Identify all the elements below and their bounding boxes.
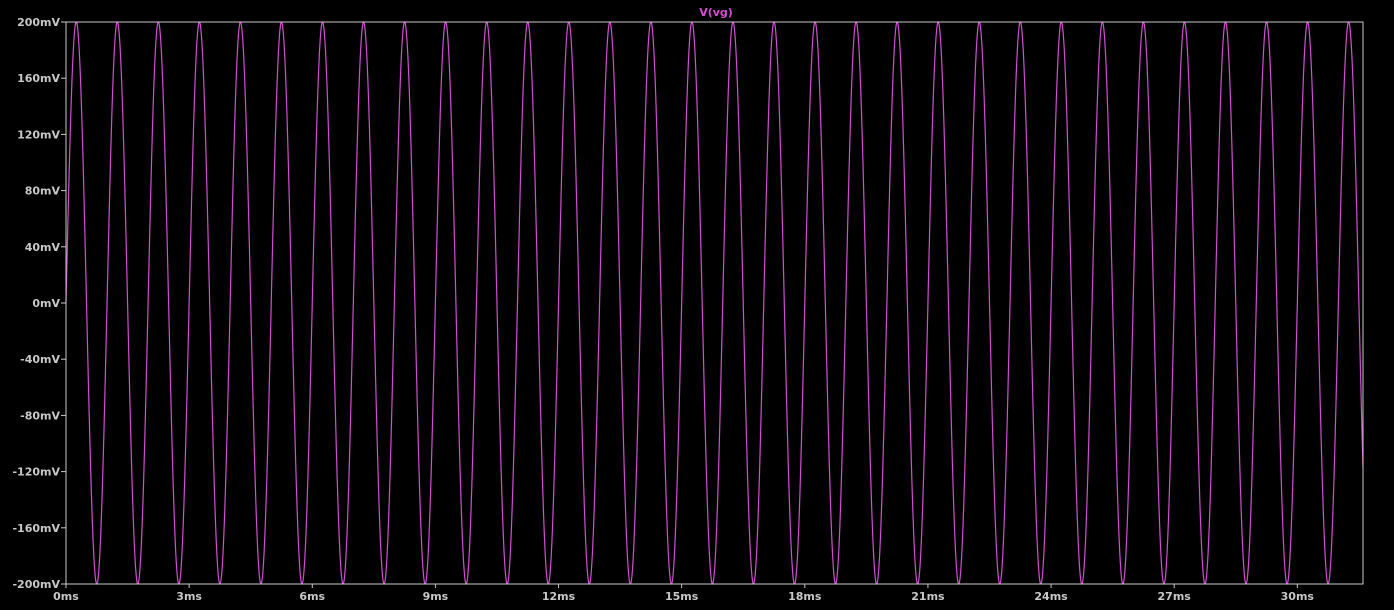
x-tick-label: 18ms — [788, 590, 822, 603]
trace-title[interactable]: V(vg) — [699, 6, 733, 19]
x-tick-label: 6ms — [299, 590, 325, 603]
x-tick-label: 9ms — [423, 590, 449, 603]
y-tick-label: -160mV — [12, 522, 60, 535]
x-tick-label: 15ms — [665, 590, 699, 603]
trace-v-vg[interactable] — [65, 21, 1364, 585]
x-tick-label: 24ms — [1034, 590, 1068, 603]
y-tick-label: -80mV — [20, 409, 60, 422]
x-tick-label: 3ms — [176, 590, 202, 603]
y-tick-label: -120mV — [12, 466, 60, 479]
x-tick-label: 30ms — [1281, 590, 1315, 603]
x-tick-label: 21ms — [911, 590, 945, 603]
y-tick-label: 200mV — [17, 16, 60, 29]
y-tick-label: 40mV — [25, 241, 61, 254]
y-tick-label: -200mV — [12, 578, 60, 591]
y-axis-ticks: 200mV 160mV 120mV 80mV 40mV 0mV -40mV -80mV -120… — [12, 16, 66, 591]
y-tick-label: 160mV — [17, 72, 60, 85]
plot-frame — [65, 21, 1364, 585]
y-tick-label: 0mV — [32, 297, 60, 310]
y-tick-label: 120mV — [17, 128, 60, 141]
x-axis-ticks: 0ms 3ms 6ms 9ms 12ms 15ms 18ms 21ms 24ms 27ms 30ms — [53, 584, 1314, 603]
x-tick-label: 0ms — [53, 590, 79, 603]
x-tick-label: 27ms — [1158, 590, 1192, 603]
x-tick-label: 12ms — [542, 590, 576, 603]
y-tick-label: 80mV — [25, 185, 61, 198]
y-tick-label: -40mV — [20, 353, 60, 366]
